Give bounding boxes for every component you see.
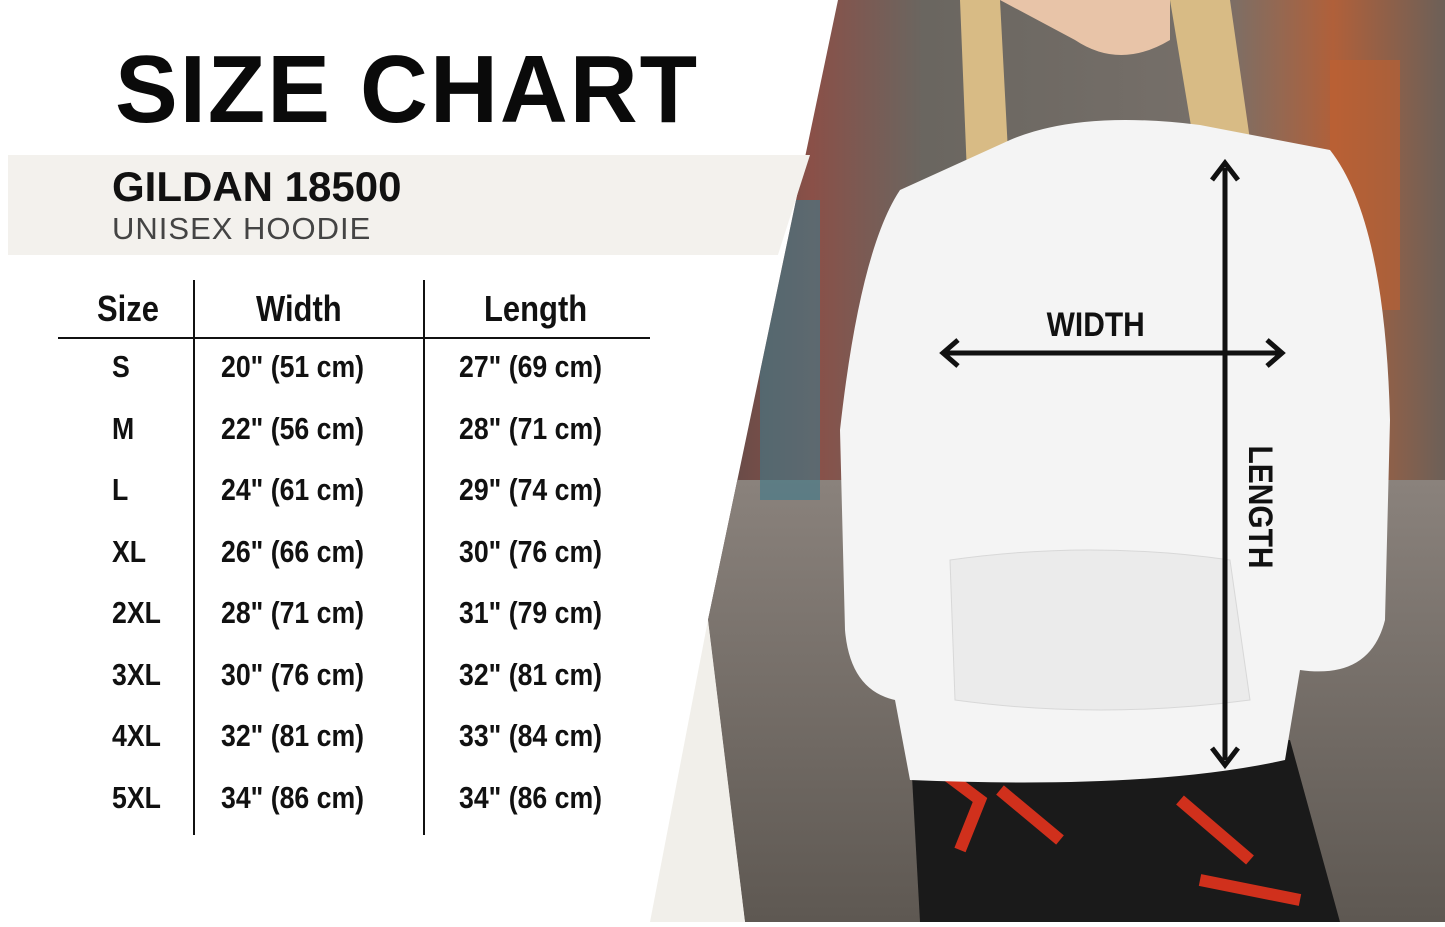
header-divider: [58, 337, 650, 339]
width-cell: 30" (76 cm): [221, 656, 365, 692]
product-banner: [8, 155, 810, 255]
size-cell: 4XL: [112, 718, 161, 753]
size-cell: S: [112, 349, 130, 384]
column-header: Size: [97, 288, 159, 329]
width-cell: 20" (51 cm): [221, 349, 365, 384]
length-label: LENGTH: [1240, 445, 1279, 569]
size-cell: 5XL: [112, 779, 161, 815]
column-header: Length: [484, 288, 588, 329]
size-cell: XL: [112, 533, 147, 569]
length-cell: 30" (76 cm): [459, 533, 603, 569]
length-cell: 28" (71 cm): [459, 410, 603, 446]
width-cell: 26" (66 cm): [221, 533, 365, 569]
length-cell: 31" (79 cm): [459, 595, 603, 630]
width-cell: 28" (71 cm): [221, 595, 365, 630]
length-cell: 27" (69 cm): [459, 349, 603, 384]
size-cell: 2XL: [112, 595, 161, 630]
length-cell: 33" (84 cm): [459, 718, 603, 753]
column-header: Width: [256, 288, 342, 329]
column-divider: [193, 280, 195, 835]
width-label: WIDTH: [1046, 306, 1145, 344]
product-brand: GILDAN 18500: [112, 163, 402, 210]
size-cell: 3XL: [112, 656, 161, 692]
column-divider: [423, 280, 425, 835]
product-type: UNISEX HOODIE: [112, 211, 372, 246]
size-cell: M: [112, 410, 135, 446]
size-cell: L: [112, 472, 129, 507]
width-cell: 24" (61 cm): [221, 472, 365, 507]
width-cell: 22" (56 cm): [221, 410, 365, 446]
length-cell: 34" (86 cm): [459, 779, 603, 815]
length-cell: 29" (74 cm): [459, 472, 603, 507]
width-cell: 34" (86 cm): [221, 779, 365, 815]
width-cell: 32" (81 cm): [221, 718, 365, 753]
page-title: SIZE CHART: [115, 36, 700, 143]
length-cell: 32" (81 cm): [459, 656, 603, 692]
